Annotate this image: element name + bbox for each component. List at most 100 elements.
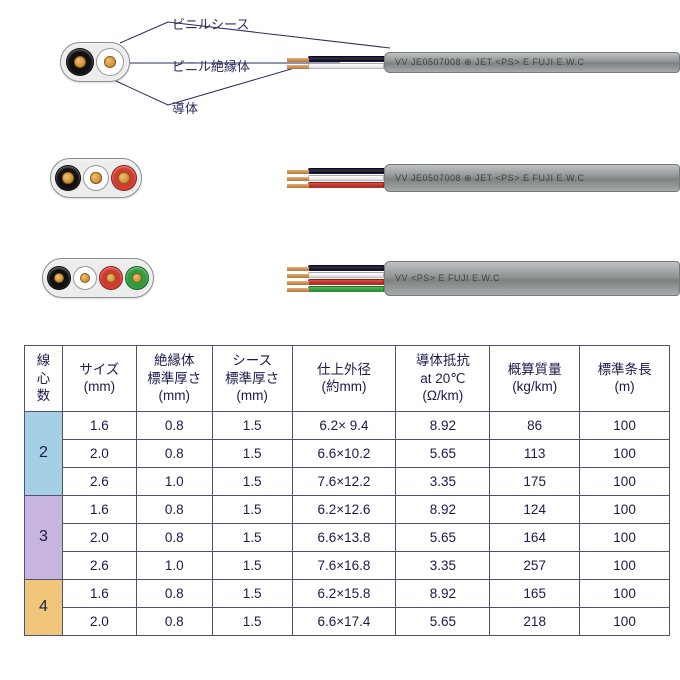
table-row: 2.61.01.57.6×16.83.35257100 — [25, 551, 670, 579]
table-row: 2.00.81.56.6×10.25.65113100 — [25, 439, 670, 467]
col-header: 仕上外径(約mm) — [292, 346, 396, 412]
cell: 175 — [490, 467, 580, 495]
cell: 1.5 — [212, 495, 292, 523]
col-header: 線心数 — [25, 346, 63, 412]
cell: 1.6 — [62, 579, 136, 607]
core-count-cell: 3 — [25, 495, 63, 579]
cell: 0.8 — [136, 523, 212, 551]
col-header: シース標準厚さ(mm) — [212, 346, 292, 412]
cell: 1.5 — [212, 467, 292, 495]
cell: 6.6×13.8 — [292, 523, 396, 551]
cell: 1.0 — [136, 467, 212, 495]
col-header: 絶縁体標準厚さ(mm) — [136, 346, 212, 412]
core-2 — [83, 165, 109, 191]
cell: 1.5 — [212, 411, 292, 439]
diagram-area: ビニルシース ビニル絶縁体 導体 VV JE0507008 ⊕ JET <PS>… — [0, 0, 680, 340]
cable-4core-sheath: VV <PS> E FUJI E.W.C — [384, 261, 680, 296]
cell: 7.6×16.8 — [292, 551, 396, 579]
sheath-print-text: VV JE0507008 ⊕ JET <PS> E FUJI E.W.C — [395, 57, 584, 68]
cell: 0.8 — [136, 411, 212, 439]
cell: 257 — [490, 551, 580, 579]
core-2 — [96, 48, 124, 76]
cell: 1.5 — [212, 607, 292, 635]
wire-1 — [308, 56, 384, 62]
cell: 100 — [580, 495, 670, 523]
wire-2 — [308, 63, 384, 69]
cell: 113 — [490, 439, 580, 467]
cell: 6.2× 9.4 — [292, 411, 396, 439]
cell: 6.2×15.8 — [292, 579, 396, 607]
cell: 5.65 — [396, 439, 490, 467]
cell: 3.35 — [396, 551, 490, 579]
cable-3core-wires — [284, 164, 384, 192]
cross-section-3core — [50, 158, 142, 198]
cell: 8.92 — [396, 579, 490, 607]
cell: 100 — [580, 607, 670, 635]
wire-4 — [308, 286, 384, 292]
col-header: 導体抵抗at 20℃(Ω/km) — [396, 346, 490, 412]
cell: 1.0 — [136, 551, 212, 579]
cell: 2.6 — [62, 467, 136, 495]
core-1 — [66, 48, 94, 76]
cell: 1.6 — [62, 411, 136, 439]
table-row: 2.61.01.57.6×12.23.35175100 — [25, 467, 670, 495]
cell: 6.2×12.6 — [292, 495, 396, 523]
core-count-cell: 4 — [25, 579, 63, 635]
label-insulation: ビニル絶縁体 — [172, 56, 250, 75]
wire-2 — [308, 175, 384, 181]
table-row: 41.60.81.56.2×15.88.92165100 — [25, 579, 670, 607]
cell: 218 — [490, 607, 580, 635]
core-1 — [47, 266, 71, 290]
cell: 100 — [580, 439, 670, 467]
table-row: 31.60.81.56.2×12.68.92124100 — [25, 495, 670, 523]
cell: 5.65 — [396, 607, 490, 635]
cable-4core-wires — [284, 261, 384, 296]
table-row: 2.00.81.56.6×13.85.65164100 — [25, 523, 670, 551]
wire-2 — [308, 272, 384, 278]
core-2 — [73, 266, 97, 290]
col-header: 概算質量(kg/km) — [490, 346, 580, 412]
table-body: 21.60.81.56.2× 9.48.92861002.00.81.56.6×… — [25, 411, 670, 635]
sheath-print-text: VV JE0507008 ⊕ JET <PS> E FUJI E.W.C — [395, 173, 584, 184]
cell: 100 — [580, 411, 670, 439]
cell: 3.35 — [396, 467, 490, 495]
wire-1 — [308, 265, 384, 271]
col-header: 標準条長(m) — [580, 346, 670, 412]
cell: 8.92 — [396, 411, 490, 439]
cable-3core-sheath: VV JE0507008 ⊕ JET <PS> E FUJI E.W.C — [384, 164, 680, 192]
cell: 86 — [490, 411, 580, 439]
cell: 2.6 — [62, 551, 136, 579]
cell: 1.5 — [212, 523, 292, 551]
table-row: 2.00.81.56.6×17.45.65218100 — [25, 607, 670, 635]
wire-1 — [308, 168, 384, 174]
cell: 1.5 — [212, 439, 292, 467]
cell: 0.8 — [136, 607, 212, 635]
cell: 2.0 — [62, 439, 136, 467]
cell: 0.8 — [136, 439, 212, 467]
sheath-print-text: VV <PS> E FUJI E.W.C — [395, 273, 500, 283]
cross-section-4core — [42, 258, 154, 298]
col-header: サイズ(mm) — [62, 346, 136, 412]
cable-2core-sheath: VV JE0507008 ⊕ JET <PS> E FUJI E.W.C — [384, 52, 680, 73]
cell: 1.5 — [212, 579, 292, 607]
cell: 6.6×17.4 — [292, 607, 396, 635]
cell: 100 — [580, 523, 670, 551]
label-sheath: ビニルシース — [172, 14, 249, 33]
cell: 164 — [490, 523, 580, 551]
core-3 — [99, 266, 123, 290]
core-3 — [111, 165, 137, 191]
wire-3 — [308, 279, 384, 285]
cell: 7.6×12.2 — [292, 467, 396, 495]
label-conductor: 導体 — [172, 98, 198, 117]
core-4 — [125, 266, 149, 290]
cell: 1.5 — [212, 551, 292, 579]
core-count-cell: 2 — [25, 411, 63, 495]
cell: 165 — [490, 579, 580, 607]
wire-3 — [308, 182, 384, 188]
cross-section-2core — [60, 42, 130, 82]
cell: 0.8 — [136, 495, 212, 523]
cell: 100 — [580, 551, 670, 579]
cell: 2.0 — [62, 523, 136, 551]
cell: 100 — [580, 467, 670, 495]
cable-2core-wires — [284, 52, 384, 73]
